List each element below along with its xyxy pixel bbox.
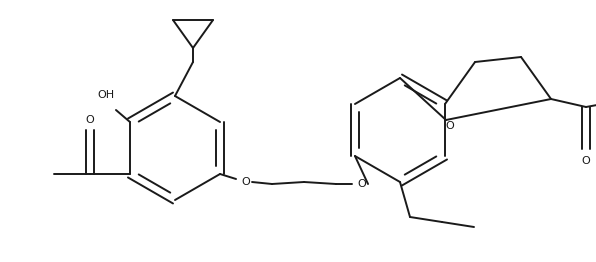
Text: O: O [241,177,250,187]
Text: O: O [446,121,454,131]
Text: O: O [582,156,591,166]
Text: O: O [86,115,94,125]
Text: OH: OH [97,90,114,100]
Text: O: O [358,179,367,189]
